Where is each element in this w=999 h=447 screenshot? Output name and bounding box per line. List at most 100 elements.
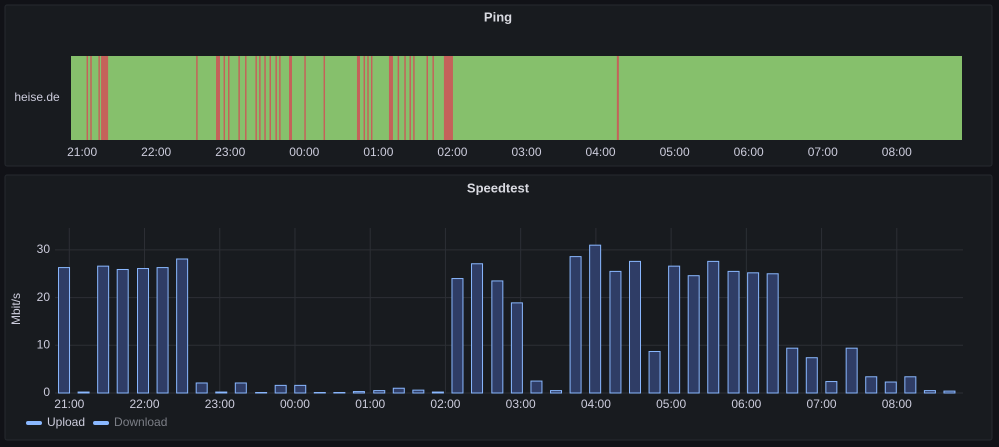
x-tick-label: 08:00: [882, 397, 912, 411]
state-segment: [616, 56, 619, 140]
x-tick-label: 22:00: [130, 397, 160, 411]
row-label: heise.de: [14, 90, 60, 104]
x-tick-label: 02:00: [430, 397, 460, 411]
bar: [451, 278, 464, 394]
x-tick-label: 04:00: [586, 145, 616, 159]
state-segment: [86, 56, 89, 140]
state-segment: [388, 56, 393, 140]
state-segment: [404, 56, 406, 140]
bar: [629, 260, 642, 394]
bar: [97, 265, 110, 394]
x-tick-label: 07:00: [808, 145, 838, 159]
state-segment: [289, 56, 293, 140]
state-segment: [304, 56, 306, 140]
bar: [392, 387, 405, 394]
bar: [865, 376, 878, 394]
x-tick-label: 08:00: [882, 145, 912, 159]
bar: [648, 351, 661, 394]
bar: [116, 268, 129, 394]
x-tick-label: 22:00: [141, 145, 171, 159]
bar: [195, 382, 208, 394]
bar: [569, 256, 582, 394]
bar: [373, 390, 386, 394]
bar: [58, 267, 71, 394]
bar: [727, 270, 740, 394]
bar: [215, 391, 228, 394]
bar: [234, 382, 247, 394]
state-segment: [275, 56, 277, 140]
x-tick-label: 03:00: [511, 145, 541, 159]
state-segment: [323, 56, 326, 140]
bar: [352, 391, 365, 394]
y-tick-label: 30: [37, 242, 51, 256]
bar: [845, 347, 858, 394]
state-segment: [413, 56, 415, 140]
legend-entry[interactable]: Upload: [47, 415, 85, 429]
state-segment: [356, 56, 361, 140]
y-tick-label: 10: [37, 337, 51, 351]
state-segment: [269, 56, 271, 140]
x-tick-label: 04:00: [581, 397, 611, 411]
state-segment: [397, 56, 400, 140]
panel-title: Speedtest: [467, 180, 530, 195]
bar: [786, 347, 799, 394]
state-segment: [228, 56, 230, 140]
x-tick-label: 21:00: [67, 145, 97, 159]
bar: [904, 376, 917, 394]
state-segment: [90, 56, 92, 140]
state-segment: [367, 56, 369, 140]
state-segment: [216, 56, 221, 140]
legend-entry[interactable]: Download: [114, 415, 167, 429]
bar: [431, 391, 444, 394]
state-segment: [255, 56, 257, 140]
y-axis-label: Mbit/s: [9, 293, 23, 325]
bar: [609, 270, 622, 394]
state-segment: [196, 56, 198, 140]
state-segment: [363, 56, 366, 140]
bar: [923, 390, 936, 394]
bar: [707, 260, 720, 394]
bar: [274, 384, 287, 394]
x-tick-label: 23:00: [215, 145, 245, 159]
x-tick-label: 23:00: [205, 397, 235, 411]
x-tick-label: 05:00: [660, 145, 690, 159]
x-tick-label: 03:00: [506, 397, 536, 411]
state-segment: [101, 56, 109, 140]
bar: [156, 267, 169, 394]
bar: [530, 380, 543, 394]
x-tick-label: 05:00: [656, 397, 686, 411]
bar: [137, 268, 150, 394]
bar: [687, 275, 700, 394]
x-tick-label: 06:00: [734, 145, 764, 159]
x-tick-label: 07:00: [807, 397, 837, 411]
state-segment: [223, 56, 226, 140]
bar: [510, 302, 523, 394]
bar: [471, 263, 484, 394]
state-segment: [443, 56, 453, 140]
x-tick-label: 00:00: [289, 145, 319, 159]
x-tick-label: 01:00: [355, 397, 385, 411]
bar: [491, 280, 504, 394]
x-tick-label: 06:00: [731, 397, 761, 411]
x-tick-label: 01:00: [363, 145, 393, 159]
state-segment: [238, 56, 240, 140]
bar: [943, 390, 956, 394]
panel-title: Ping: [484, 9, 512, 24]
bar: [884, 381, 897, 394]
bar: [294, 384, 307, 394]
state-segment: [370, 56, 373, 140]
bar: [77, 391, 90, 394]
state-segment: [426, 56, 428, 140]
x-tick-label: 21:00: [54, 397, 84, 411]
y-tick-label: 0: [43, 385, 50, 399]
state-background: [71, 56, 962, 140]
bar: [805, 357, 818, 394]
bar: [176, 258, 189, 394]
x-tick-label: 02:00: [437, 145, 467, 159]
y-tick-label: 20: [37, 290, 51, 304]
state-segment: [409, 56, 411, 140]
state-segment: [432, 56, 434, 140]
bar: [825, 381, 838, 394]
state-segment: [264, 56, 266, 140]
bar: [747, 272, 760, 394]
